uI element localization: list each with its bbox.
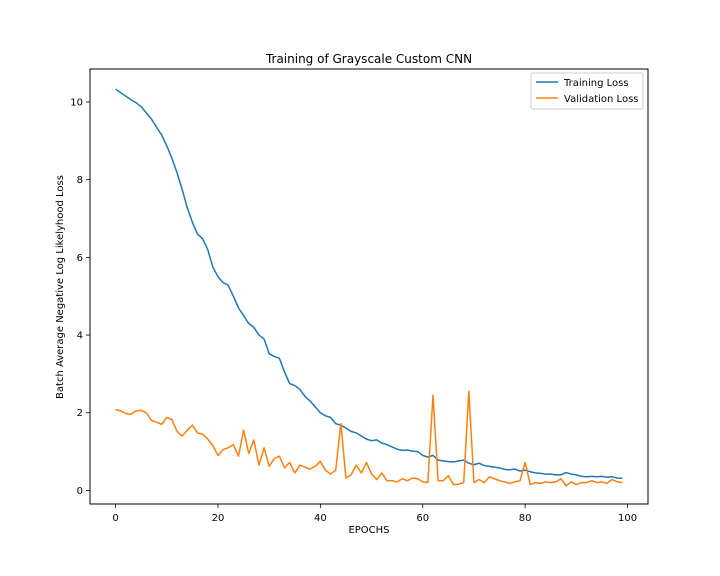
x-tick-label: 40	[314, 513, 327, 524]
y-tick-label: 2	[77, 408, 83, 419]
x-tick-label: 0	[112, 513, 118, 524]
y-tick-label: 8	[77, 175, 83, 186]
legend-box	[530, 72, 644, 110]
y-tick-label: 10	[70, 98, 83, 109]
y-tick-label: 0	[77, 486, 83, 497]
y-axis: 0 2 4 6 8 10	[70, 98, 90, 497]
y-tick-label: 6	[77, 253, 83, 264]
x-tick-label: 60	[416, 513, 429, 524]
y-axis-label: Batch Average Negative Log Likelyhood Lo…	[55, 175, 66, 399]
x-axis-label: EPOCHS	[348, 525, 389, 536]
legend-label-training-loss: Training Loss	[563, 78, 629, 89]
plot-area	[115, 88, 623, 487]
x-tick-label: 80	[519, 513, 532, 524]
legend: Training Loss Validation Loss	[530, 72, 644, 110]
plot-frame	[89, 68, 649, 505]
series-line-training-loss	[115, 88, 623, 480]
chart-title: Training of Grayscale Custom CNN	[265, 52, 472, 66]
series-line-validation-loss	[115, 390, 623, 487]
legend-label-validation-loss: Validation Loss	[564, 94, 639, 105]
x-axis: 0 20 40 60 80 100	[112, 504, 637, 524]
x-tick-label: 20	[212, 513, 225, 524]
y-tick-label: 4	[77, 331, 83, 342]
x-tick-label: 100	[618, 513, 637, 524]
